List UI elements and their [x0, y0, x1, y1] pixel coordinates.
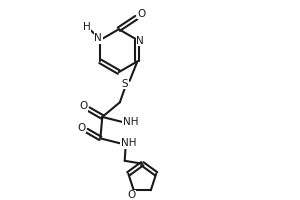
Text: N: N — [94, 33, 102, 43]
Text: O: O — [137, 9, 146, 19]
Text: O: O — [78, 123, 86, 133]
Text: H: H — [83, 22, 91, 32]
Text: NH: NH — [123, 117, 138, 127]
Text: NH: NH — [121, 138, 136, 148]
Text: O: O — [80, 101, 88, 111]
Text: O: O — [128, 190, 136, 200]
Text: N: N — [136, 36, 144, 46]
Text: S: S — [122, 79, 128, 89]
